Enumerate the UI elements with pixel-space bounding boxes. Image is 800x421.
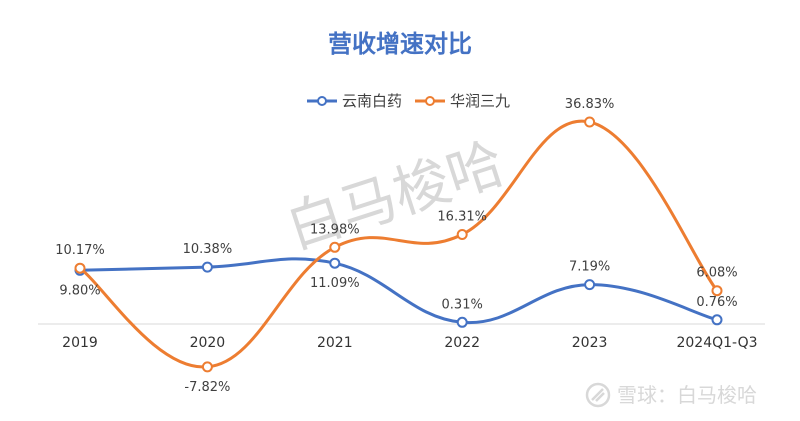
x-tick-label-2: 2021 — [317, 335, 353, 351]
data-point-yunnan-2 — [329, 257, 341, 269]
series-layer — [74, 116, 723, 373]
data-label-yunnan-3: 0.31% — [442, 297, 483, 312]
data-point-yunnan-4 — [584, 279, 596, 291]
x-tick-label-4: 2023 — [572, 335, 608, 351]
snowball-icon — [585, 382, 611, 408]
credit-text: 雪球：白马梭哈 — [617, 383, 757, 407]
x-tick-label-0: 2019 — [62, 335, 98, 351]
x-tick-labels: 2019 2020 2021 2022 2023 2024Q1-Q3 — [62, 335, 757, 351]
data-point-huarun-5 — [711, 285, 723, 297]
data-point-huarun-3 — [456, 229, 468, 240]
data-labels: 9.80% 10.38% 11.09% 0.31% 7.19% 0.76% 10.17% -7… — [55, 97, 737, 395]
data-point-yunnan-3 — [456, 316, 468, 328]
credit: 雪球：白马梭哈 — [585, 382, 757, 408]
data-label-huarun-1: -7.82% — [184, 380, 230, 395]
data-label-yunnan-0: 9.80% — [59, 283, 100, 298]
legend: 云南白药 华润三九 — [307, 92, 510, 110]
data-label-huarun-4: 36.83% — [565, 97, 615, 112]
data-label-yunnan-1: 10.38% — [183, 242, 233, 257]
series-line-yunnan — [79, 257, 718, 325]
data-label-huarun-5: 6.08% — [696, 266, 737, 281]
data-label-huarun-2: 13.98% — [310, 222, 360, 237]
watermark-text: 白马梭哈 — [279, 131, 512, 262]
data-label-yunnan-5: 0.76% — [696, 295, 737, 310]
data-point-huarun-1 — [201, 361, 213, 373]
data-point-yunnan-5 — [711, 314, 723, 326]
data-point-huarun-4 — [584, 116, 596, 128]
data-label-huarun-0: 10.17% — [55, 243, 105, 258]
chart-title: 营收增速对比 — [328, 30, 472, 58]
x-tick-label-1: 2020 — [190, 335, 226, 351]
legend-marker-huarun — [425, 96, 435, 106]
data-point-huarun-2 — [329, 241, 341, 253]
data-point-yunnan-1 — [201, 261, 213, 273]
series-line-huarun — [79, 119, 719, 369]
legend-marker-yunnan — [317, 96, 327, 106]
x-tick-label-3: 2022 — [444, 335, 480, 351]
x-tick-label-5: 2024Q1-Q3 — [676, 335, 757, 351]
legend-label-yunnan: 云南白药 — [342, 92, 402, 110]
data-point-huarun-0 — [74, 262, 86, 274]
data-label-huarun-3: 16.31% — [437, 210, 487, 225]
legend-label-huarun: 华润三九 — [450, 92, 510, 110]
data-label-yunnan-2: 11.09% — [310, 276, 360, 291]
data-label-yunnan-4: 7.19% — [569, 260, 610, 275]
